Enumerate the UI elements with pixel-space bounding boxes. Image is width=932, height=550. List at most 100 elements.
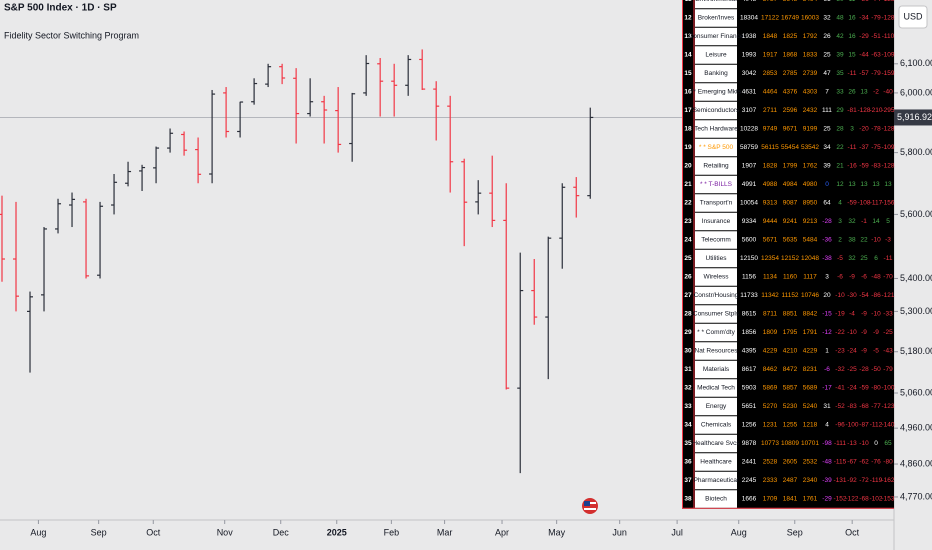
cell-value: -72 [859,477,869,484]
name-cell [695,194,737,212]
cell-value: 11 [849,0,856,3]
cell-value: -4 [849,311,855,318]
cell-value: 111 [822,107,832,114]
rank: 11 [685,0,692,3]
cell-value: 9444 [763,218,778,225]
cell-value: 6 [874,255,878,262]
cell-value: 32 [823,15,831,22]
cell-value: -5 [873,348,879,355]
cell-value: -36 [822,237,832,244]
rank: 29 [684,329,692,336]
x-tick-label: May [548,527,566,537]
cell-value: -22 [835,329,845,336]
name-cell [695,64,737,83]
cell-value: 31 [823,403,831,410]
cell-value: -110 [882,33,895,40]
cell-value: 8472 [783,366,798,373]
cell-value: -76 [871,459,881,466]
sector-name: Utilities [706,255,728,262]
cell-value: 1709 [763,496,778,503]
cell-value: 4 [838,200,842,207]
x-tick-label: Nov [217,527,234,537]
cell-value: -15 [822,311,832,318]
cell-value: -210 [869,107,882,114]
cell-value: 5671 [763,237,778,244]
sector-name: Consumer Finance [689,33,744,40]
cell-value: 8231 [803,366,818,373]
cell-value: 9671 [783,126,798,133]
cell-value: -87 [859,422,869,429]
cell-value: 33 [836,89,844,96]
name-cell [695,138,737,157]
cell-value: -16 [847,163,857,170]
cell-value: 8950 [803,200,818,207]
y-tick-label: 5,800.00 [900,147,932,157]
cell-value: 1868 [783,52,798,59]
cell-value: 5689 [803,385,818,392]
cell-value: -24 [847,385,857,392]
cell-value: 32 [848,218,856,225]
cell-value: 4395 [742,348,757,355]
cell-value: 8615 [742,311,757,318]
sector-name: Environmental [695,0,737,3]
cell-value: -98 [822,440,832,447]
sector-name: Consumer Stpls [693,311,740,318]
cell-value: -17 [822,385,832,392]
cell-value: -122 [845,496,858,503]
flag-icon[interactable] [582,498,598,514]
cell-value: -63 [871,52,881,59]
cell-value: 1666 [742,496,757,503]
cell-value: -34 [859,15,869,22]
cell-value: 16 [848,15,856,22]
cell-value: -117 [870,200,883,207]
cell-value: 13 [884,181,892,188]
x-tick-label: Mar [437,527,453,537]
cell-value: -36 [859,0,869,3]
cell-value: 4 [825,422,829,429]
rank: 22 [684,200,692,207]
currency-label[interactable]: USD [903,11,923,21]
cell-value: 26 [848,89,856,96]
cell-value: -10 [835,292,845,299]
sector-name: Semiconductors [693,107,740,114]
cell-value: 8617 [742,366,757,373]
cell-value: -23 [835,348,845,355]
cell-value: 1917 [763,52,778,59]
cell-value: 10054 [740,200,758,207]
cell-value: -83 [871,163,881,170]
cell-value: -128 [881,163,894,170]
cell-value: -59 [847,200,857,207]
cell-value: -111 [834,440,846,447]
y-tick-label: 4,770.00 [900,491,932,501]
cell-value: 2596 [783,107,798,114]
cell-value: -131 [833,477,846,484]
name-cell [695,490,737,508]
y-tick-label: 5,300.00 [900,306,932,316]
x-tick-label: Aug [731,527,747,537]
cell-value: 13 [860,181,868,188]
cell-value: -48 [871,274,881,281]
sector-name: Nat Resources [695,348,739,355]
cell-value: 25 [823,126,831,133]
sector-name: Wireless [704,274,730,281]
y-tick-label: 5,600.00 [900,209,932,219]
cell-value: -6 [861,274,867,281]
cell-value: -83 [847,403,857,410]
cell-value: -77 [871,403,881,410]
cell-value: 13 [860,89,868,96]
cell-value: 39 [823,163,831,170]
rank: 17 [684,107,692,114]
cell-value: -119 [870,477,883,484]
sector-name: Constr/Housing [694,292,739,299]
currency-button[interactable] [898,5,928,29]
cell-value: 4984 [783,181,798,188]
rank: 35 [684,440,692,447]
cell-value: 0 [825,181,829,188]
name-cell [695,323,737,342]
name-cell [695,397,737,416]
cell-value: 2245 [742,477,757,484]
cell-value: 4980 [803,181,818,188]
cell-value: -50 [871,366,881,373]
name-cell [695,157,737,175]
